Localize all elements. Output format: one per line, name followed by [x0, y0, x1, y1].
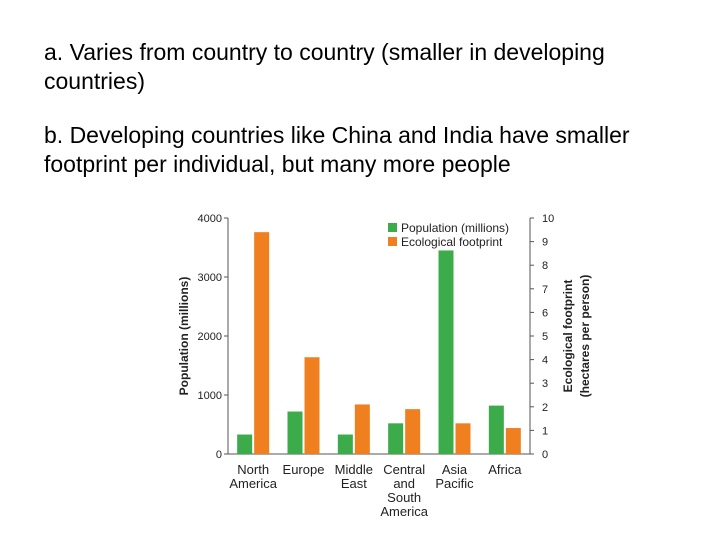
- population-bar: [488, 405, 504, 454]
- legend: Population (millions)Ecological footprin…: [388, 221, 509, 249]
- category-label: America: [380, 504, 428, 519]
- right-tick-label: 10: [542, 213, 554, 225]
- left-tick-label: 3000: [198, 272, 222, 284]
- category-label: Africa: [488, 462, 522, 477]
- legend-swatch: [388, 237, 397, 246]
- footprint-bar: [455, 423, 471, 454]
- right-tick-label: 6: [542, 307, 548, 319]
- category-label: Pacific: [435, 476, 474, 491]
- bullet-b-text: b. Developing countries like China and I…: [44, 122, 630, 177]
- category-label: Europe: [283, 462, 325, 477]
- footprint-bar: [354, 404, 370, 454]
- population-bar: [237, 434, 253, 454]
- population-bar: [287, 411, 303, 454]
- category-label: Asia: [442, 462, 468, 477]
- left-tick-label: 4000: [198, 213, 222, 225]
- right-tick-label: 1: [542, 425, 548, 437]
- right-tick-label: 2: [542, 402, 548, 414]
- footprint-bar: [405, 409, 421, 454]
- right-axis-title: (hectares per person): [578, 275, 592, 398]
- category-label: North: [237, 462, 269, 477]
- right-tick-label: 8: [542, 260, 548, 272]
- category-label: Middle: [335, 462, 373, 477]
- population-bar: [337, 434, 353, 454]
- category-label: America: [229, 476, 277, 491]
- right-tick-label: 5: [542, 331, 548, 343]
- legend-label: Ecological footprint: [401, 235, 503, 249]
- left-tick-label: 0: [216, 449, 222, 461]
- bullet-a-text: a. Varies from country to country (small…: [44, 39, 605, 94]
- category-label: and: [393, 476, 415, 491]
- right-tick-label: 9: [542, 237, 548, 249]
- right-tick-label: 4: [542, 355, 548, 367]
- left-tick-label: 2000: [198, 331, 222, 343]
- footprint-bar: [304, 357, 320, 454]
- category-label: Central: [383, 462, 425, 477]
- bars-layer: [237, 232, 521, 454]
- right-tick-label: 0: [542, 449, 548, 461]
- footprint-bar: [505, 428, 521, 454]
- category-label: East: [341, 476, 367, 491]
- population-bar: [388, 423, 404, 454]
- right-axis-title: Ecological footprint: [561, 280, 575, 393]
- left-tick-label: 1000: [198, 390, 222, 402]
- footprint-bar: [254, 232, 270, 454]
- legend-swatch: [388, 223, 397, 232]
- left-axis-title: Population (millions): [177, 277, 191, 396]
- category-label: South: [387, 490, 421, 505]
- axes-layer: 0 1000 2000 3000 4000 0 1 2 3 4 5 6 7 8 9 10 Population …: [177, 213, 592, 519]
- right-tick-label: 3: [542, 378, 548, 390]
- right-tick-label: 7: [542, 284, 548, 296]
- population-bar: [438, 250, 454, 454]
- legend-label: Population (millions): [401, 221, 509, 235]
